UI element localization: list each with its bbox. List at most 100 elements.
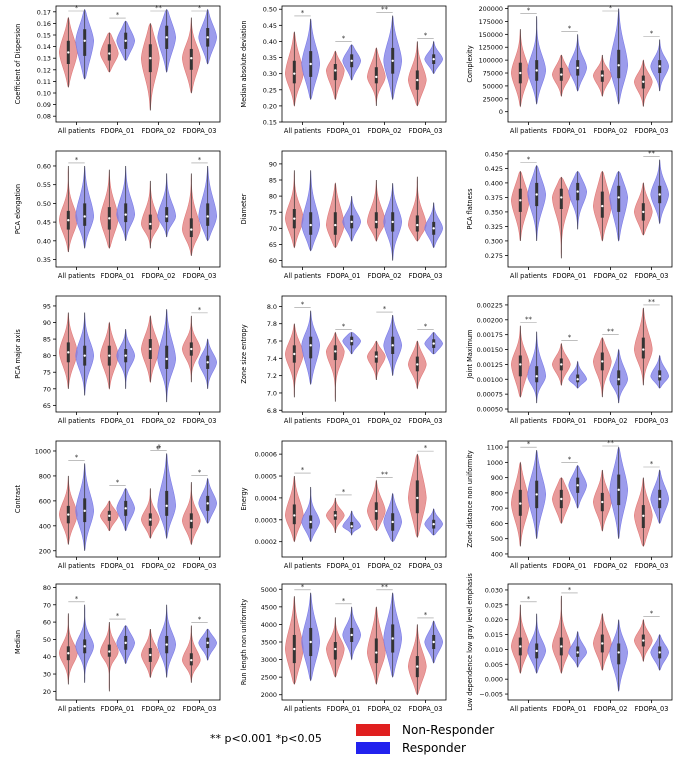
y-axis-label: Median absolute deviation — [240, 20, 248, 107]
y-tick-label: 0.020 — [485, 616, 503, 624]
violin-chart: 200 400 600 800 1000 Contrast All patients FDOP… — [14, 440, 221, 570]
y-tick-label: 200000 — [479, 5, 503, 13]
violin-chart: 0.275 0.300 0.325 0.350 0.375 0.400 0.425 0.450… — [466, 150, 673, 280]
x-tick-label: FDOPA_03 — [409, 417, 443, 425]
legend-item-responder: Responder — [356, 740, 494, 756]
violin-chart: 0 25000 50000 75000 100000 125000 150000 175000… — [466, 4, 673, 135]
x-tick-label: FDOPA_01 — [553, 417, 587, 425]
violin-median — [560, 196, 563, 199]
significance-star: ** — [648, 150, 656, 158]
y-axis-label: Run length non uniformity — [240, 599, 248, 685]
plot-frame — [507, 583, 673, 701]
violin-median — [416, 496, 419, 500]
plot-frame — [507, 295, 673, 413]
y-tick-label: 8.0 — [267, 303, 277, 311]
violin-panel: 0.0002 0.0003 0.0004 0.0005 0.0006 Energy All … — [226, 435, 452, 580]
significance-star: ** — [381, 470, 389, 478]
y-axis-label: Diameter — [240, 193, 248, 224]
x-tick-label: FDOPA_03 — [409, 705, 443, 713]
significance-star: * — [342, 597, 346, 605]
x-tick-label: FDOPA_03 — [409, 272, 443, 280]
violin-median — [601, 360, 604, 363]
violin-panel: 20 30 40 50 60 70 80 Median All patients FDOPA_01… — [0, 578, 226, 723]
y-tick-label: 1000 — [35, 447, 51, 455]
y-tick-label: 1100 — [487, 444, 503, 452]
violin-median — [124, 641, 127, 645]
significance-star: * — [383, 305, 387, 313]
significance-star: * — [527, 156, 531, 164]
violin-panel: 0.15 0.20 0.25 0.30 0.35 0.40 0.45 0.50 Median a… — [226, 0, 452, 145]
y-tick-label: 70 — [269, 225, 277, 233]
violin-median — [83, 215, 86, 218]
y-tick-label: 400 — [39, 522, 51, 530]
plot-frame — [507, 440, 673, 558]
violin-median — [432, 522, 435, 526]
violin-median — [375, 509, 378, 513]
violin-panel: 200 400 600 800 1000 Contrast All patients FDOP… — [0, 435, 226, 580]
violin-median — [642, 210, 645, 214]
y-tick-label: 70 — [43, 385, 51, 393]
violin-chart: 0.0002 0.0003 0.0004 0.0005 0.0006 Energy All … — [240, 440, 447, 570]
violin-median — [334, 514, 337, 517]
y-tick-label: 0.45 — [37, 219, 51, 227]
y-tick-label: 0.025 — [485, 601, 503, 609]
y-tick-label: −0.005 — [479, 691, 503, 699]
violin-median — [519, 199, 522, 202]
violin-median — [293, 217, 296, 220]
x-tick-label: FDOPA_02 — [594, 272, 628, 280]
violin-median — [190, 347, 193, 351]
significance-star: * — [527, 440, 531, 448]
violin-median — [350, 220, 353, 224]
violin-median — [658, 193, 661, 196]
x-tick-label: FDOPA_01 — [553, 705, 587, 713]
violin-median — [617, 64, 620, 67]
violin-chart: 0.35 0.40 0.45 0.50 0.55 0.60 PCA elongation Al… — [14, 150, 221, 280]
violin-median — [391, 59, 394, 62]
x-tick-label: FDOPA_02 — [594, 127, 628, 135]
y-tick-label: 0.30 — [263, 70, 277, 78]
violin-median — [309, 223, 312, 227]
violin-chart: −0.005 0.000 0.005 0.010 0.015 0.020 0.025 0.03… — [466, 573, 673, 713]
violin-median — [293, 647, 296, 651]
x-tick-label: All patients — [510, 417, 548, 425]
y-axis-label: Coefficient of Dispersion — [14, 24, 22, 105]
x-tick-label: FDOPA_03 — [183, 417, 217, 425]
violin-iqr-box — [148, 214, 152, 230]
x-tick-label: FDOPA_02 — [368, 562, 402, 570]
violin-median — [165, 36, 168, 39]
y-tick-label: 100000 — [479, 57, 503, 65]
violin-median — [309, 640, 312, 644]
y-axis-label: PCA major axis — [14, 329, 22, 379]
x-tick-label: FDOPA_02 — [594, 705, 628, 713]
y-tick-label: 0.25 — [263, 86, 277, 94]
violin-median — [190, 228, 193, 231]
y-tick-label: 0.00100 — [477, 376, 503, 384]
y-tick-label: 0.0005 — [255, 473, 277, 481]
violin-iqr-box — [206, 203, 210, 226]
violin-median — [391, 344, 394, 347]
x-tick-label: FDOPA_01 — [553, 562, 587, 570]
violin-median — [535, 375, 538, 378]
legend-swatch-non-responder — [356, 724, 390, 736]
violin-iqr-box — [165, 207, 169, 223]
y-tick-label: 30 — [43, 671, 51, 679]
violin-median — [293, 514, 296, 517]
violin-median — [576, 66, 579, 70]
significance-star: * — [342, 322, 346, 330]
x-tick-label: FDOPA_02 — [142, 272, 176, 280]
violin-median — [190, 57, 193, 60]
x-tick-label: FDOPA_01 — [327, 272, 361, 280]
violin-median — [124, 354, 127, 357]
x-tick-label: FDOPA_03 — [183, 562, 217, 570]
y-tick-label: 200 — [39, 547, 51, 555]
violin-median — [309, 62, 312, 66]
x-tick-label: FDOPA_03 — [183, 127, 217, 135]
significance-star: * — [568, 24, 572, 32]
significance-star: * — [198, 156, 202, 164]
violin-median — [560, 73, 563, 76]
violin-iqr-box — [165, 345, 169, 369]
significance-star: * — [568, 455, 572, 463]
violin-median — [519, 71, 522, 75]
y-tick-label: 0.55 — [37, 181, 51, 189]
violin-iqr-box — [415, 215, 419, 232]
